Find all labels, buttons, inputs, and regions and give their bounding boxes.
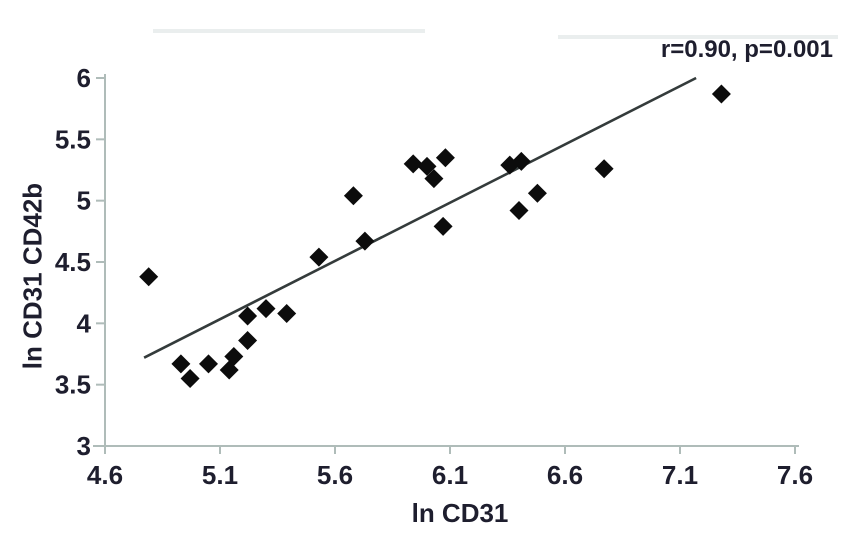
x-tick-label: 7.1 xyxy=(662,460,698,490)
correlation-annotation: r=0.90, p=0.001 xyxy=(660,36,833,63)
data-point xyxy=(238,306,258,326)
y-tick-label: 3 xyxy=(77,431,91,461)
trend-line xyxy=(143,76,697,359)
y-tick-label: 6 xyxy=(77,63,91,93)
data-point xyxy=(199,354,218,374)
data-point xyxy=(711,84,731,104)
data-point xyxy=(433,216,453,236)
x-tick-label: 5.1 xyxy=(202,460,238,490)
data-point xyxy=(277,304,297,324)
x-tick-label: 6.6 xyxy=(547,460,583,490)
data-point xyxy=(355,231,375,251)
data-point xyxy=(527,183,547,203)
y-tick-label: 5.5 xyxy=(55,124,91,154)
data-point xyxy=(403,154,423,174)
y-axis-title: ln CD31 CD42b xyxy=(17,182,48,370)
data-point xyxy=(139,267,159,287)
data-point xyxy=(256,299,276,319)
scan-artifact-streak xyxy=(558,35,838,39)
data-point xyxy=(224,346,244,366)
x-tick-label: 5.6 xyxy=(317,460,353,490)
data-point xyxy=(594,159,614,179)
y-tick-label: 4 xyxy=(77,308,92,338)
data-point xyxy=(511,151,531,171)
data-point xyxy=(309,247,329,267)
data-point xyxy=(171,354,191,374)
data-point xyxy=(417,156,437,176)
data-point xyxy=(180,369,200,389)
data-point xyxy=(238,331,258,351)
x-tick-label: 4.6 xyxy=(87,460,123,490)
data-point xyxy=(435,148,455,168)
y-tick-label: 3.5 xyxy=(55,370,91,400)
x-tick-label: 7.6 xyxy=(777,460,813,490)
y-tick-label: 5 xyxy=(77,186,91,216)
x-tick-label: 6.1 xyxy=(432,460,468,490)
y-tick-label: 4.5 xyxy=(55,247,91,277)
data-point xyxy=(424,169,444,189)
scan-artifact-streak xyxy=(153,29,425,33)
x-axis-title: ln CD31 xyxy=(411,498,509,528)
data-point xyxy=(343,186,363,206)
data-point xyxy=(509,200,529,220)
